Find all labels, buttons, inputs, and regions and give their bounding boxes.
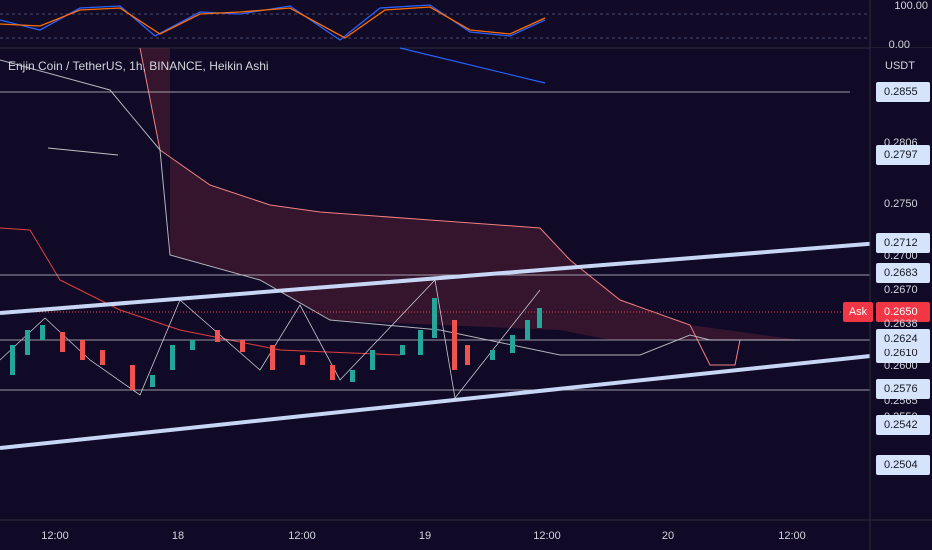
channel-upper xyxy=(0,241,881,315)
price-tag xyxy=(876,415,930,435)
stoch-d xyxy=(0,6,546,39)
time-label: 20 xyxy=(662,530,674,542)
candles xyxy=(10,298,542,390)
price-tag xyxy=(876,145,930,165)
time-label: 12:00 xyxy=(288,530,316,542)
price-label: 0.2855 xyxy=(884,86,918,98)
ask-tag xyxy=(843,302,873,322)
chart-title: Enjin Coin / TetherUS, 1h, BINANCE, Heik… xyxy=(8,59,269,73)
channel-lower xyxy=(0,353,881,450)
indicator-label: 0.00 xyxy=(889,39,910,51)
span-b xyxy=(0,59,800,356)
price-label: 0.2542 xyxy=(884,419,918,431)
price-tag xyxy=(876,263,930,283)
ask-label: Ask xyxy=(849,306,868,318)
indicator-panel xyxy=(0,0,870,48)
price-tag xyxy=(876,233,930,253)
zigzag xyxy=(0,279,541,399)
time-label: 12:00 xyxy=(41,530,69,542)
price-label: 0.2670 xyxy=(884,284,918,296)
time-label: 12:00 xyxy=(778,530,806,542)
price-label: 0.2683 xyxy=(884,267,918,279)
time-label: 12:00 xyxy=(533,530,561,542)
indicator-line xyxy=(399,47,546,84)
price-tag xyxy=(876,82,930,102)
span-a xyxy=(139,47,800,366)
time-label: 18 xyxy=(172,530,184,542)
ichimoku-cloud xyxy=(30,48,800,340)
price-label: 0.2797 xyxy=(884,149,918,161)
price-label: 0.2624 xyxy=(884,333,918,345)
kijun xyxy=(0,227,401,356)
ask-price: 0.2650 xyxy=(884,306,918,318)
drawing-line xyxy=(47,147,119,156)
price-axis xyxy=(870,48,932,520)
axis-unit: USDT xyxy=(885,60,915,72)
price-label: 0.2576 xyxy=(884,383,918,395)
price-label: 0.2750 xyxy=(884,198,918,210)
price-tag xyxy=(876,455,930,475)
price-tag xyxy=(876,379,930,399)
time-label: 19 xyxy=(419,530,431,542)
price-label: 0.2712 xyxy=(884,237,918,249)
price-label: 0.2638 xyxy=(884,318,918,330)
price-label: 0.2610 xyxy=(884,347,918,359)
price-tag xyxy=(876,329,930,349)
ask-price-tag xyxy=(876,302,930,322)
indicator-label: 100.00 xyxy=(894,0,928,12)
price-label: 0.2504 xyxy=(884,459,918,471)
